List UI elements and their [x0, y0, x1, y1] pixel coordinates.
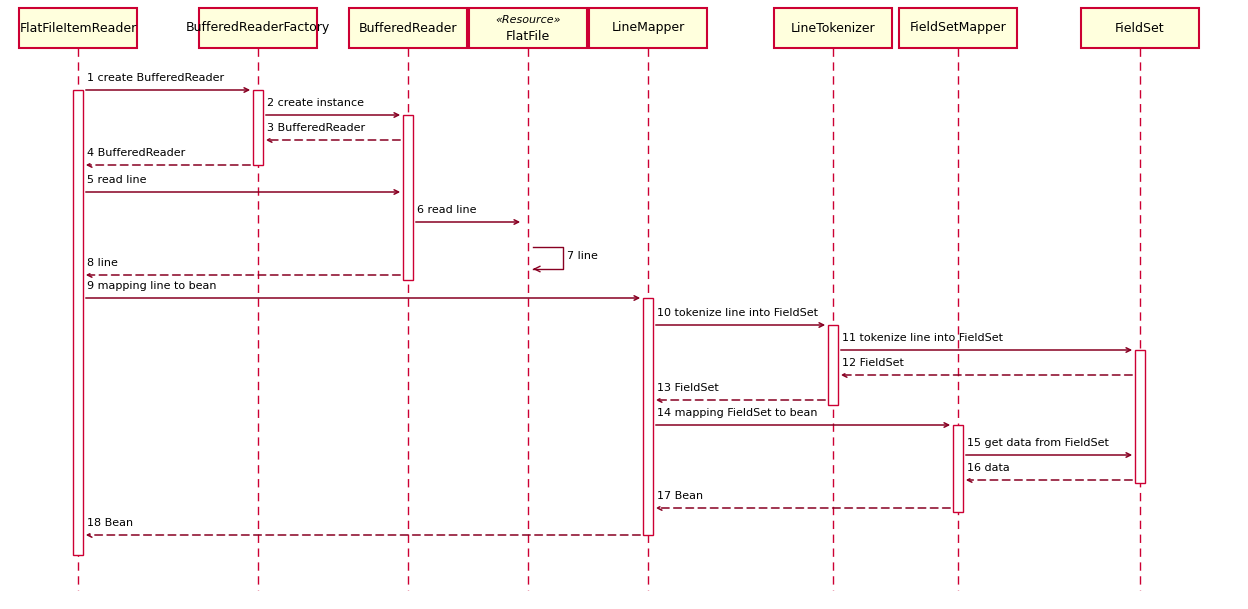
Text: BufferedReaderFactory: BufferedReaderFactory	[186, 21, 331, 35]
Bar	[72, 90, 84, 555]
Text: LineTokenizer: LineTokenizer	[791, 21, 875, 35]
Text: 1 create BufferedReader: 1 create BufferedReader	[87, 73, 225, 83]
Text: 4 BufferedReader: 4 BufferedReader	[87, 148, 185, 158]
Bar	[953, 425, 963, 512]
Bar	[253, 90, 263, 165]
Text: LineMapper: LineMapper	[612, 21, 685, 35]
Bar	[643, 298, 653, 535]
Text: 11 tokenize line into FieldSet: 11 tokenize line into FieldSet	[842, 333, 1003, 343]
Text: «Resource»: «Resource»	[495, 15, 560, 25]
Text: 7 line: 7 line	[567, 251, 598, 261]
Bar	[827, 325, 837, 405]
Text: FlatFileItemReader: FlatFileItemReader	[20, 21, 136, 35]
Text: 10 tokenize line into FieldSet: 10 tokenize line into FieldSet	[656, 308, 817, 318]
Text: 15 get data from FieldSet: 15 get data from FieldSet	[967, 438, 1109, 448]
Bar	[899, 8, 1017, 48]
Text: 17 Bean: 17 Bean	[656, 491, 703, 501]
Bar	[589, 8, 708, 48]
Text: 3 BufferedReader: 3 BufferedReader	[267, 123, 366, 133]
Text: 2 create instance: 2 create instance	[267, 98, 364, 108]
Text: 8 line: 8 line	[87, 258, 117, 268]
Text: 12 FieldSet: 12 FieldSet	[842, 358, 904, 368]
Text: 14 mapping FieldSet to bean: 14 mapping FieldSet to bean	[656, 408, 817, 418]
Text: 5 read line: 5 read line	[87, 175, 146, 185]
Text: 6 read line: 6 read line	[417, 205, 477, 215]
Text: 13 FieldSet: 13 FieldSet	[656, 383, 719, 393]
Bar	[349, 8, 467, 48]
Bar	[198, 8, 317, 48]
Text: FieldSetMapper: FieldSetMapper	[910, 21, 1006, 35]
Text: 18 Bean: 18 Bean	[87, 518, 134, 528]
Bar	[774, 8, 892, 48]
Bar	[403, 115, 413, 280]
Text: 16 data: 16 data	[967, 463, 1010, 473]
Text: BufferedReader: BufferedReader	[358, 21, 457, 35]
Text: FieldSet: FieldSet	[1116, 21, 1164, 35]
Bar	[1081, 8, 1199, 48]
Bar	[19, 8, 137, 48]
Text: FlatFile: FlatFile	[505, 30, 550, 43]
Text: 9 mapping line to bean: 9 mapping line to bean	[87, 281, 216, 291]
Bar	[469, 8, 587, 48]
Bar	[1134, 350, 1144, 483]
